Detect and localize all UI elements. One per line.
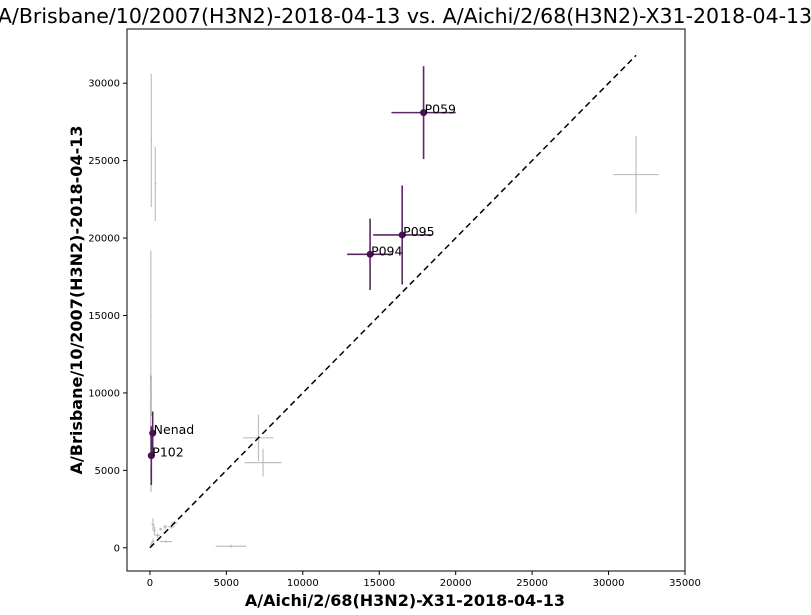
- highlighted-point: Nenad: [149, 411, 195, 455]
- chart-title: A/Brisbane/10/2007(H3N2)-2018-04-13 vs. …: [0, 4, 811, 28]
- point-label: P095: [403, 224, 434, 239]
- point-label: P102: [152, 445, 183, 460]
- background-point: [151, 518, 155, 531]
- background-point: [162, 524, 168, 530]
- highlighted-marker: [147, 452, 155, 460]
- x-axis-label: A/Aichi/2/68(H3N2)-X31-2018-04-13: [245, 591, 565, 610]
- background-point: [150, 73, 152, 208]
- background-point: [159, 540, 173, 543]
- highlighted-marker: [420, 109, 428, 117]
- point-label: P094: [371, 243, 402, 258]
- background-point: [155, 533, 160, 538]
- x-tick-label: 5000: [214, 578, 239, 589]
- y-tick-label: 5000: [95, 466, 120, 477]
- y-tick-label: 15000: [88, 311, 120, 322]
- background-point: [150, 250, 152, 381]
- y-axis-label: A/Brisbane/10/2007(H3N2)-2018-04-13: [67, 126, 86, 475]
- x-tick-label: 15000: [363, 578, 395, 589]
- x-tick-label: 30000: [593, 578, 625, 589]
- highlighted-point: P095: [373, 185, 435, 285]
- highlighted-point: P059: [391, 66, 456, 160]
- highlighted-marker: [366, 250, 374, 258]
- background-point: [154, 146, 157, 222]
- highlighted-point: P094: [347, 218, 403, 290]
- y-tick-label: 10000: [88, 388, 120, 399]
- y-tick-label: 20000: [88, 234, 120, 245]
- highlighted-point: P102: [147, 426, 184, 486]
- background-point: [244, 448, 282, 477]
- x-tick-label: 20000: [440, 578, 472, 589]
- axis-ticks: 0 5000 10000 15000 20000 25000 30000 35000 0 5000…: [88, 79, 701, 589]
- y-tick-label: 0: [114, 543, 120, 554]
- point-label: P059: [425, 102, 456, 117]
- y-tick-label: 25000: [88, 156, 120, 167]
- diagonal-line: [149, 54, 637, 549]
- x-tick-label: 0: [147, 578, 153, 589]
- x-tick-label: 35000: [669, 578, 701, 589]
- highlighted-marker: [398, 231, 406, 239]
- background-point: [153, 526, 156, 536]
- plot-frame: [126, 28, 686, 572]
- x-tick-label: 25000: [516, 578, 548, 589]
- point-label: Nenad: [154, 422, 195, 437]
- x-tick-label: 10000: [287, 578, 319, 589]
- y-tick-label: 30000: [88, 79, 120, 90]
- background-point: [215, 544, 247, 548]
- background-point: [613, 135, 660, 214]
- background-point: [159, 527, 163, 531]
